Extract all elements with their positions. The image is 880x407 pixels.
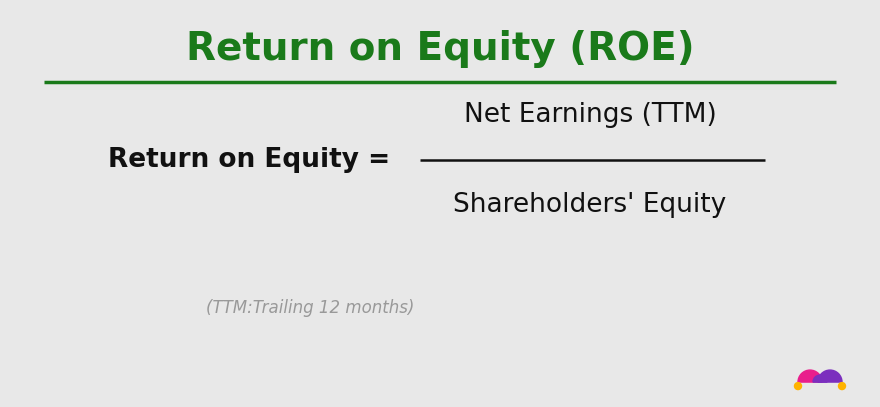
- Text: Net Earnings (TTM): Net Earnings (TTM): [464, 102, 716, 128]
- Text: (TTM:Trailing 12 months): (TTM:Trailing 12 months): [206, 299, 414, 317]
- Wedge shape: [818, 370, 842, 382]
- Text: Return on Equity =: Return on Equity =: [108, 147, 390, 173]
- Circle shape: [839, 383, 846, 389]
- Wedge shape: [798, 370, 822, 382]
- Text: Return on Equity (ROE): Return on Equity (ROE): [186, 30, 694, 68]
- Text: Shareholders' Equity: Shareholders' Equity: [453, 192, 727, 218]
- Circle shape: [795, 383, 802, 389]
- Wedge shape: [813, 375, 827, 382]
